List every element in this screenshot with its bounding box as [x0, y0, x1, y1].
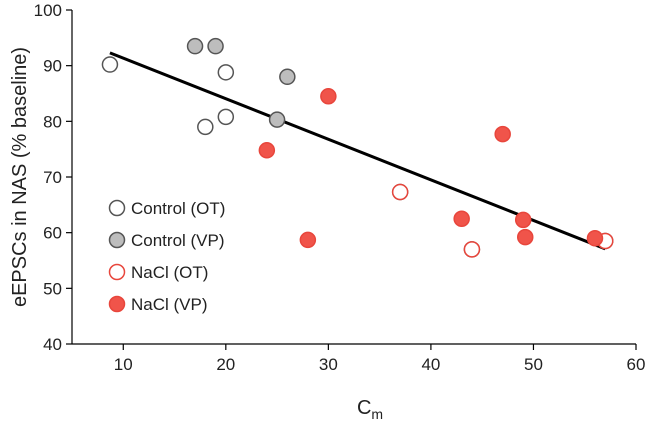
- data-point-nacl-ot: [463, 241, 481, 258]
- x-tick-label: 30: [319, 355, 338, 374]
- y-tick-label: 90: [43, 57, 62, 76]
- y-tick-label: 60: [43, 224, 62, 243]
- axes: [71, 10, 636, 345]
- data-point-control-vp: [186, 37, 204, 55]
- legend-label: Control (OT): [131, 199, 225, 218]
- data-point-nacl-vp: [517, 228, 534, 246]
- data-point-nacl-ot: [391, 183, 409, 201]
- x-tick-label: 60: [627, 355, 646, 374]
- y-axis-title: eEPSCs in NAS (% baseline): [9, 47, 31, 307]
- data-point-control-ot: [217, 64, 235, 81]
- legend: Control (OT) Control (VP) NaCl (OT) NaCl (V…: [108, 199, 225, 314]
- data-point-nacl-vp: [514, 211, 532, 229]
- data-point-control-vp: [268, 111, 286, 128]
- plot-area: [101, 37, 614, 258]
- data-point-control-ot: [217, 108, 235, 126]
- data-point-control-vp: [207, 37, 224, 55]
- data-point-control-vp: [279, 68, 296, 86]
- data-point-nacl-vp: [453, 210, 470, 227]
- x-tick-label: 40: [421, 355, 440, 374]
- legend-label: NaCl (OT): [131, 263, 208, 282]
- legend-marker: [108, 295, 126, 313]
- y-ticks: 40 50 60 70 80 90 100: [34, 1, 72, 354]
- data-point-nacl-vp: [258, 142, 276, 159]
- x-tick-label: 50: [524, 355, 543, 374]
- data-point-nacl-vp: [299, 231, 317, 249]
- x-axis-title-main: C: [357, 397, 371, 419]
- data-point-control-ot: [101, 56, 119, 73]
- data-point-nacl-vp: [586, 229, 604, 247]
- legend-label: Control (VP): [131, 231, 225, 250]
- y-tick-label: 40: [43, 335, 62, 354]
- y-tick-label: 100: [34, 1, 62, 20]
- y-tick-label: 80: [43, 112, 62, 131]
- data-point-nacl-vp: [494, 125, 511, 143]
- x-tick-label: 10: [114, 355, 133, 374]
- legend-marker: [108, 263, 126, 281]
- x-ticks: 10 20 30 40 50 60: [114, 344, 646, 374]
- x-axis-title-subscript: m: [371, 406, 383, 422]
- data-point-control-ot: [197, 118, 214, 136]
- legend-label: NaCl (VP): [131, 295, 208, 314]
- legend-marker: [108, 199, 126, 217]
- y-tick-label: 50: [43, 279, 62, 298]
- y-tick-label: 70: [43, 168, 62, 187]
- x-tick-label: 20: [216, 355, 235, 374]
- legend-marker: [108, 231, 126, 249]
- x-axis-title: Cm: [357, 397, 383, 422]
- data-point-nacl-vp: [320, 88, 337, 105]
